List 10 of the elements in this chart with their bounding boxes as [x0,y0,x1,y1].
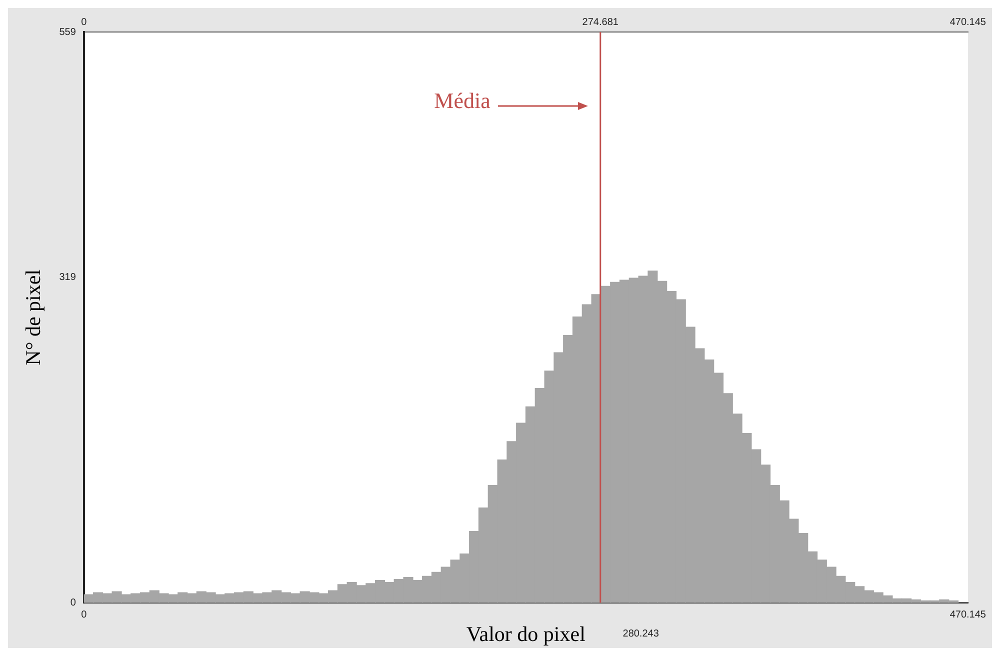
y-axis-title: N° de pixel [21,269,46,366]
text: 280.243 [622,628,660,640]
x2-tick-label: 470.145 [950,16,986,28]
y-tick-label: 319 [59,272,76,283]
x-axis-title: Valor do pixel [466,622,586,646]
y-tick-label: 0 [70,598,76,609]
y-tick-label: 559 [59,26,76,38]
ref-line-label: Média [434,88,491,113]
x2-tick-label: 274.681 [582,16,619,28]
x2-tick-label: 0 [81,16,88,28]
